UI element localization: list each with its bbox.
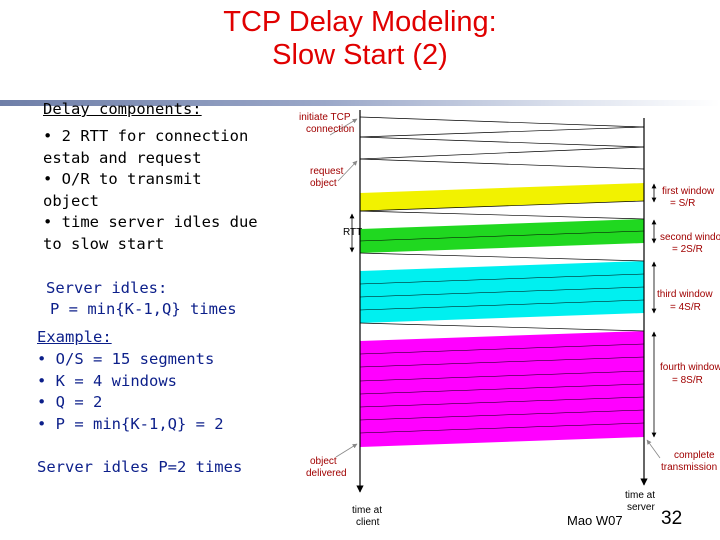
example-item: • O/S = 15 segments bbox=[37, 350, 215, 368]
delay-item: • O/R to transmit bbox=[43, 170, 202, 188]
slide-title: TCP Delay Modeling: Slow Start (2) bbox=[0, 6, 720, 72]
server-idles-conclusion: Server idles P=2 times bbox=[37, 458, 243, 476]
slow-start-diagram: initiate TCP connection request object o… bbox=[299, 110, 720, 528]
initiate-label-2: connection bbox=[306, 124, 354, 135]
fourth-window-label-2: = 8S/R bbox=[672, 375, 703, 386]
second-window-label-1: second window bbox=[660, 232, 720, 243]
second-window-label-2: = 2S/R bbox=[672, 244, 703, 255]
first-window-label-2: = S/R bbox=[670, 198, 695, 209]
first-window-band bbox=[360, 183, 644, 211]
time-server-label-1: time at bbox=[625, 490, 655, 501]
diagram-labels: initiate TCP connection request object o… bbox=[299, 112, 720, 479]
delay-components-list: • 2 RTT for connection estab and request… bbox=[43, 126, 258, 255]
example-item: • P = min{K-1,Q} = 2 bbox=[37, 414, 224, 433]
footer-author: Mao W07 bbox=[567, 513, 623, 528]
axis-labels: RTT time at client time at server bbox=[343, 227, 655, 528]
time-client-label-1: time at bbox=[352, 505, 382, 516]
complete-label-2: transmission bbox=[661, 462, 717, 473]
first-window-label-1: first window bbox=[662, 186, 715, 197]
server-idles-formula: P = min{K-1,Q} times bbox=[50, 300, 237, 318]
server-idles-heading: Server idles: bbox=[46, 279, 168, 297]
time-client-label-2: client bbox=[356, 517, 380, 528]
example-item: • K = 4 windows bbox=[37, 371, 177, 390]
request-label-2: object bbox=[310, 178, 337, 189]
delay-item: • time server idles due bbox=[43, 213, 258, 231]
object-delivered-label-1: object bbox=[310, 456, 337, 467]
title-line-2: Slow Start (2) bbox=[272, 39, 448, 71]
example-list: • O/S = 15 segments • K = 4 windows • Q … bbox=[37, 349, 224, 435]
initiate-label-1: initiate TCP bbox=[299, 112, 351, 123]
request-label-1: request bbox=[310, 166, 344, 177]
object-delivered-label-2: delivered bbox=[306, 468, 347, 479]
message-lines bbox=[359, 116, 645, 332]
example-heading: Example: bbox=[37, 328, 112, 346]
example-item: • Q = 2 bbox=[37, 393, 103, 411]
delay-item: • 2 RTT for connection bbox=[43, 127, 249, 145]
segment-lines bbox=[359, 230, 645, 434]
rtt-label: RTT bbox=[343, 227, 362, 238]
title-line-1: TCP Delay Modeling: bbox=[223, 6, 497, 38]
delay-item: estab and request bbox=[43, 148, 202, 167]
title-divider bbox=[0, 100, 720, 106]
third-window-label-2: = 4S/R bbox=[670, 302, 701, 313]
third-window-label-1: third window bbox=[657, 289, 713, 300]
delay-item: to slow start bbox=[43, 234, 165, 253]
complete-label-1: complete bbox=[674, 450, 715, 461]
page-number: 32 bbox=[661, 508, 683, 529]
delay-item: object bbox=[43, 191, 99, 210]
callout-pointers bbox=[329, 118, 661, 459]
delay-components-heading: Delay components: bbox=[43, 100, 202, 118]
fourth-window-label-1: fourth window bbox=[660, 362, 720, 373]
time-server-label-2: server bbox=[627, 502, 655, 513]
